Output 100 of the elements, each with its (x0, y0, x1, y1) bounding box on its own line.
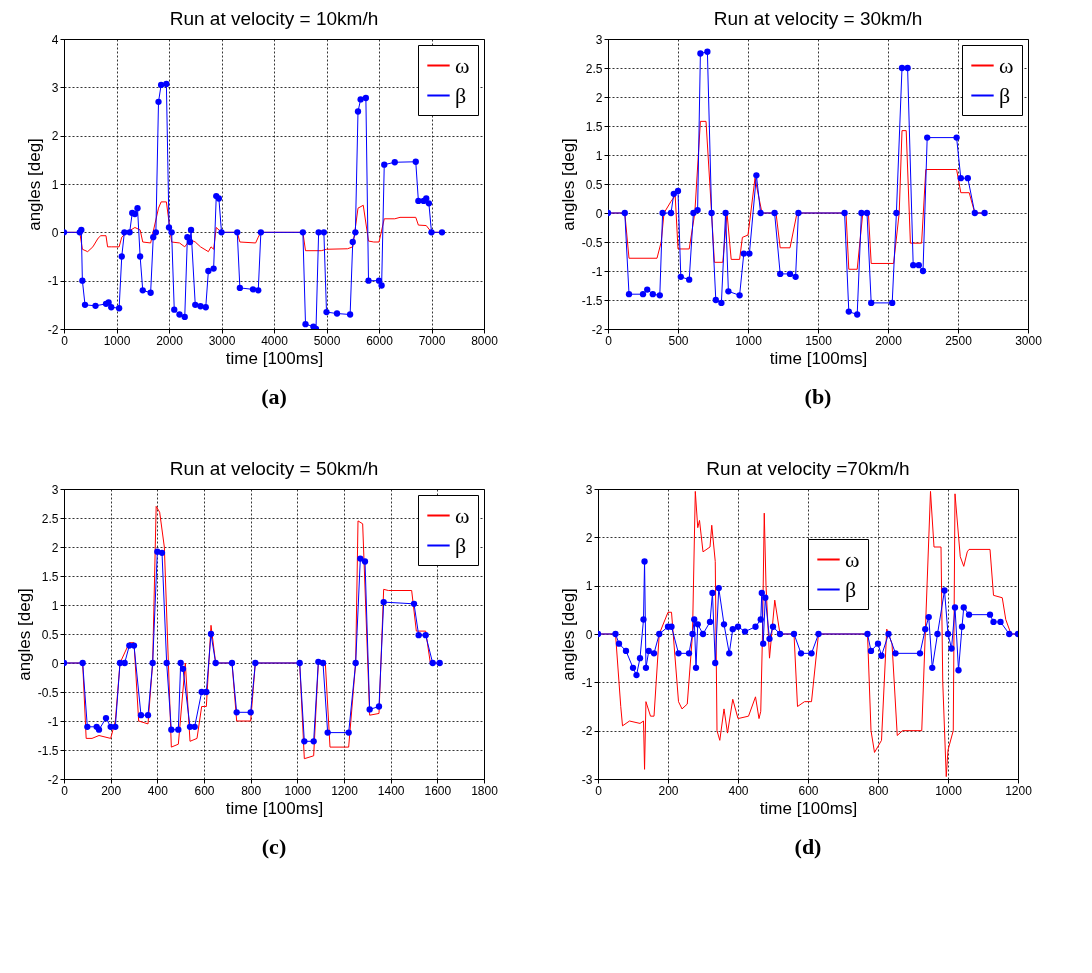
point (854, 311, 861, 318)
y-tick-label: -0.5 (581, 235, 603, 250)
y-tick-label: 1 (51, 177, 59, 192)
point (777, 270, 784, 278)
legend-label: ω (845, 546, 860, 572)
point (704, 48, 711, 55)
y-tick-label: 3 (51, 80, 59, 95)
y-tick-label: 2 (51, 540, 59, 555)
y-tick-label: 1 (51, 598, 59, 613)
point (924, 134, 931, 141)
y-tick-label: -1 (47, 714, 59, 729)
point (422, 632, 429, 639)
y-tick-label: 3 (595, 32, 603, 47)
x-tick-label: 1800 (471, 783, 499, 798)
y-tick-label: 1.5 (41, 569, 59, 584)
x-tick-label: 1000 (103, 333, 131, 348)
point (898, 64, 906, 72)
y-tick-label: -2 (47, 772, 59, 787)
point (786, 270, 794, 278)
point (352, 659, 359, 667)
point (757, 209, 764, 217)
point (175, 726, 182, 733)
point (357, 555, 364, 562)
point (953, 134, 960, 141)
x-tick-label: 1000 (935, 783, 963, 798)
y-tick-label: -2 (47, 322, 59, 337)
x-tick-label: 500 (668, 333, 689, 348)
y-tick-label: 0 (585, 627, 593, 642)
y-tick-label: 0 (595, 206, 603, 221)
point (191, 723, 198, 730)
text: (b) (804, 384, 832, 409)
point (919, 267, 927, 275)
point (910, 262, 917, 269)
point (137, 712, 145, 719)
point (361, 558, 369, 565)
y-tick-label: -1.5 (37, 743, 59, 758)
x-tick-label: 400 (147, 783, 169, 798)
point (233, 709, 240, 716)
x-tick-label: 5000 (313, 333, 341, 348)
point (649, 291, 656, 298)
point (149, 659, 156, 667)
chart-title: Run at velocity = 30km/h (713, 8, 923, 29)
point (639, 291, 647, 298)
point (656, 292, 663, 299)
legend-label: β (999, 82, 1011, 108)
legend-label: β (455, 532, 467, 558)
point (203, 688, 210, 696)
y-tick-label: -1 (591, 264, 603, 279)
legend-label: ω (455, 502, 470, 528)
y-tick-label: -1 (581, 675, 593, 690)
y-tick-label: 2 (51, 129, 59, 144)
point (893, 209, 900, 217)
y-tick-label: 1 (595, 148, 603, 163)
point (915, 262, 922, 269)
point (415, 632, 422, 639)
y-tick-label: -2 (591, 322, 603, 337)
y-tick-label: 0 (51, 656, 59, 671)
point (301, 738, 308, 745)
point (179, 665, 187, 672)
y-tick-label: -1.5 (581, 293, 603, 308)
point (436, 659, 443, 667)
x-tick-label: 8000 (471, 333, 499, 348)
x-tick-label: 1200 (1005, 783, 1033, 798)
point (375, 703, 383, 710)
point (667, 209, 675, 217)
x-tick-label: 1000 (284, 783, 312, 798)
point (971, 209, 978, 217)
y-axis-title: angles [deg] (558, 138, 578, 231)
x-tick-label: 6000 (366, 333, 394, 348)
x-tick-label: 400 (728, 783, 749, 798)
point (845, 308, 852, 315)
x-tick-label: 0 (61, 783, 69, 798)
point (429, 659, 436, 667)
legend-label: β (455, 82, 467, 108)
x-tick-label: 3000 (208, 333, 236, 348)
point (697, 50, 704, 57)
point (84, 723, 91, 730)
y-tick-label: -1 (47, 274, 59, 289)
x-tick-label: 2000 (156, 333, 184, 348)
y-tick-label: 2.5 (41, 511, 59, 526)
point (957, 175, 964, 182)
y-tick-label: 4 (51, 32, 59, 47)
point (792, 273, 799, 280)
point (112, 723, 119, 730)
x-tick-label: 7000 (418, 333, 446, 348)
point (981, 209, 988, 217)
point (102, 714, 110, 722)
y-tick-label: -2 (581, 724, 593, 739)
point (712, 296, 719, 304)
point (718, 299, 725, 307)
y-tick-label: 1 (585, 579, 593, 594)
x-tick-label: 1000 (735, 333, 763, 348)
legend-label: ω (999, 52, 1014, 78)
point (168, 726, 175, 733)
point (212, 659, 219, 667)
y-axis-title: angles [deg] (14, 588, 34, 681)
point (677, 273, 684, 280)
point (380, 598, 387, 606)
x-tick-label: 1600 (424, 783, 452, 798)
point (868, 299, 875, 307)
